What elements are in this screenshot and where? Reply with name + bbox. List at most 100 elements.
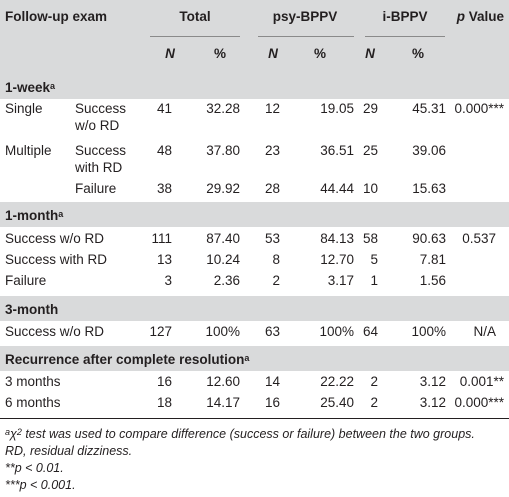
- table-bottom-rule: [0, 418, 509, 419]
- row-rec6-p-value: 0.000***: [454, 395, 504, 410]
- header-pct-total: %: [213, 46, 226, 61]
- row-multiple-pct-total: 37.80: [206, 143, 240, 158]
- row-1m-failure-pct-psy: 3.17: [327, 273, 354, 288]
- header-total: Total: [179, 9, 211, 24]
- row-rec3-n-ibppv: 2: [370, 374, 378, 389]
- footnote-chi-square: aχ2 test was used to compare difference …: [5, 427, 475, 441]
- row-single-label: Single: [5, 101, 43, 116]
- row-single-n-total: 41: [156, 101, 172, 116]
- row-3m-success-n-total: 127: [149, 324, 172, 339]
- row-1m-failure-pct-ibppv: 1.56: [419, 273, 446, 288]
- row-failure-week-pct-ibppv: 15.63: [412, 181, 446, 196]
- row-multiple-pct-psy: 36.51: [320, 143, 354, 158]
- psy-underline: [258, 36, 354, 37]
- row-rec6-pct-ibppv: 3.12: [419, 395, 446, 410]
- row-rec6-pct-psy: 25.40: [320, 395, 354, 410]
- header-p-letter: p: [456, 9, 465, 24]
- row-1m-success-label: Success w/o RD: [5, 231, 105, 246]
- row-3m-success-label: Success w/o RD: [5, 324, 105, 339]
- row-1m-success-pct-ibppv: 90.63: [412, 231, 446, 246]
- footnote-p001: **p < 0.01.: [5, 461, 64, 475]
- row-rec6-n-ibppv: 2: [370, 395, 378, 410]
- row-rec3-pct-ibppv: 3.12: [419, 374, 446, 389]
- row-3m-success-n-ibppv: 64: [362, 324, 378, 339]
- row-multiple-sub1: Success: [75, 143, 127, 158]
- row-single-p-value: 0.000***: [454, 101, 504, 116]
- row-multiple-n-ibppv: 25: [362, 143, 378, 158]
- row-1m-failure-label: Failure: [5, 273, 47, 288]
- row-multiple-pct-ibppv: 39.06: [412, 143, 446, 158]
- row-1m-withrd-pct-total: 10.24: [206, 252, 240, 267]
- row-single-pct-total: 32.28: [206, 101, 240, 116]
- header-value-word: Value: [468, 9, 504, 24]
- row-1m-failure-n-psy: 2: [272, 273, 280, 288]
- section-1-month: 1-montha: [5, 208, 64, 223]
- header-psy-bppv: psy-BPPV: [272, 9, 338, 24]
- row-single-sub2: w/o RD: [75, 118, 120, 133]
- row-3m-success-p-value: N/A: [473, 324, 496, 339]
- row-1m-success-pct-psy: 84.13: [320, 231, 354, 246]
- row-1m-withrd-label: Success with RD: [5, 252, 108, 267]
- row-failure-week-pct-psy: 44.44: [320, 181, 354, 196]
- row-multiple-n-total: 48: [156, 143, 172, 158]
- header-n-total: N: [165, 46, 175, 61]
- row-multiple-sub2: with RD: [75, 160, 123, 175]
- row-single-sub1: Success: [75, 101, 127, 116]
- row-rec6-label: 6 months: [5, 395, 61, 410]
- row-rec3-p-value: 0.001**: [459, 374, 504, 389]
- section-band-recurrence: [0, 346, 509, 371]
- row-1m-withrd-n-ibppv: 5: [370, 252, 378, 267]
- row-1m-success-n-psy: 53: [264, 231, 280, 246]
- row-failure-week-n-ibppv: 10: [362, 181, 378, 196]
- header-background: [0, 0, 509, 88]
- row-1m-success-pct-total: 87.40: [206, 231, 240, 246]
- row-rec3-pct-psy: 22.22: [320, 374, 354, 389]
- row-3m-success-pct-total: 100%: [205, 324, 240, 339]
- row-1m-withrd-pct-ibppv: 7.81: [419, 252, 446, 267]
- header-n-psy: N: [268, 46, 278, 61]
- row-3m-success-pct-ibppv: 100%: [411, 324, 446, 339]
- section-band-3-month: [0, 296, 509, 321]
- section-1-week: 1-weeka: [5, 80, 56, 95]
- section-recurrence: Recurrence after complete resolutiona: [5, 352, 250, 367]
- row-3m-success-pct-psy: 100%: [319, 324, 354, 339]
- section-band-1-week: [0, 74, 509, 99]
- section-band-1-month: [0, 202, 509, 227]
- row-1m-success-n-total: 111: [151, 231, 172, 246]
- row-multiple-label: Multiple: [5, 143, 52, 158]
- row-single-pct-ibppv: 45.31: [412, 101, 446, 116]
- row-rec6-n-psy: 16: [264, 395, 280, 410]
- header-n-ibppv: N: [365, 46, 375, 61]
- row-rec6-n-total: 18: [156, 395, 172, 410]
- header-i-bppv: i-BPPV: [382, 9, 428, 24]
- header-follow-up-exam: Follow-up exam: [5, 9, 108, 24]
- total-underline: [150, 36, 240, 37]
- footnote-rd: RD, residual dizziness.: [5, 444, 133, 458]
- row-rec3-label: 3 months: [5, 374, 61, 389]
- footnote-p0001: ***p < 0.001.: [5, 478, 76, 492]
- row-1m-withrd-n-total: 13: [156, 252, 172, 267]
- row-single-n-psy: 12: [264, 101, 280, 116]
- row-rec3-pct-total: 12.60: [206, 374, 240, 389]
- row-1m-failure-pct-total: 2.36: [213, 273, 240, 288]
- row-failure-week-pct-total: 29.92: [206, 181, 240, 196]
- header-pct-psy: %: [313, 46, 326, 61]
- row-failure-week-n-total: 38: [156, 181, 172, 196]
- section-3-month: 3-month: [5, 302, 59, 317]
- row-3m-success-n-psy: 63: [264, 324, 280, 339]
- row-rec3-n-psy: 14: [264, 374, 280, 389]
- row-rec6-pct-total: 14.17: [206, 395, 240, 410]
- header-pct-ibppv: %: [411, 46, 424, 61]
- row-rec3-n-total: 16: [156, 374, 172, 389]
- row-1m-withrd-n-psy: 8: [272, 252, 280, 267]
- row-failure-week-n-psy: 28: [264, 181, 280, 196]
- row-single-n-ibppv: 29: [362, 101, 378, 116]
- row-single-pct-psy: 19.05: [320, 101, 354, 116]
- row-failure-week-label: Failure: [75, 181, 117, 196]
- row-multiple-n-psy: 23: [264, 143, 280, 158]
- row-1m-withrd-pct-psy: 12.70: [320, 252, 354, 267]
- row-1m-success-p-value: 0.537: [462, 231, 496, 246]
- row-1m-success-n-ibppv: 58: [362, 231, 378, 246]
- row-1m-failure-n-ibppv: 1: [370, 273, 378, 288]
